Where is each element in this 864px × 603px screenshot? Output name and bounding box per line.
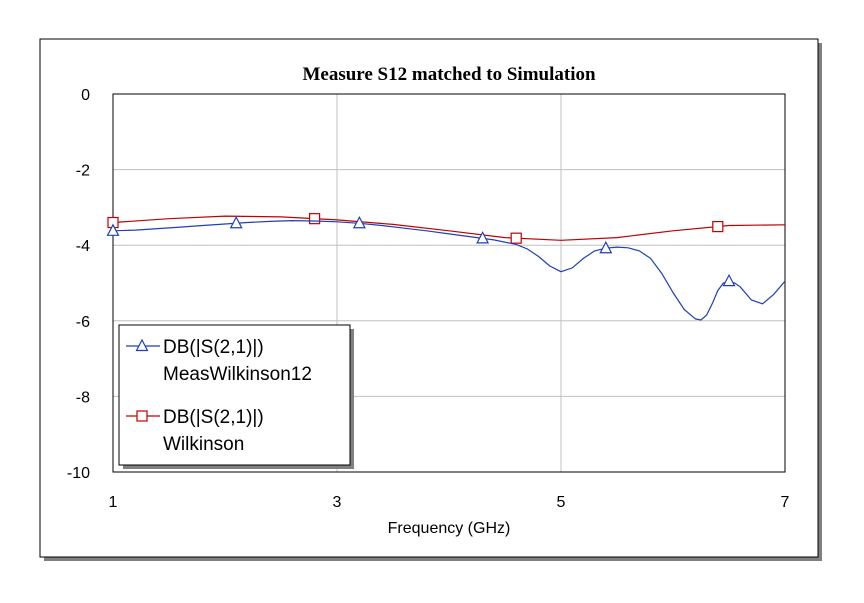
series-marker-meas bbox=[352, 215, 366, 229]
legend-box bbox=[118, 324, 351, 466]
y-axis-ticks: 0 -2 -4 -6 -8 -10 bbox=[67, 87, 90, 482]
legend-marker-meas bbox=[135, 338, 149, 352]
x-axis-ticks: 1 3 5 7 bbox=[109, 494, 790, 511]
y-tick-label: -10 bbox=[67, 465, 90, 482]
x-tick-label: 7 bbox=[781, 494, 790, 511]
legend-label-meas: DB(|S(2,1)|) bbox=[163, 337, 264, 358]
series-marker-meas bbox=[722, 273, 736, 287]
chart-title: Measure S12 matched to Simulation bbox=[302, 64, 596, 85]
series-line-sim bbox=[112, 215, 786, 241]
x-tick-label: 3 bbox=[333, 494, 342, 511]
x-axis-label: Frequency (GHz) bbox=[388, 520, 511, 537]
plot-area-border bbox=[112, 93, 786, 473]
series-marker-meas bbox=[476, 231, 490, 244]
y-tick-label: -8 bbox=[76, 389, 90, 406]
legend: DB(|S(2,1)|) MeasWilkinson12 DB(|S(2,1)|) W… bbox=[118, 324, 354, 469]
series-line-meas bbox=[112, 219, 786, 321]
legend-entries: DB(|S(2,1)|) MeasWilkinson12 DB(|S(2,1)|) W… bbox=[126, 337, 312, 455]
legend-marker-sim bbox=[136, 410, 148, 422]
series-marker-sim bbox=[309, 213, 321, 225]
series-marker-meas bbox=[229, 215, 243, 229]
legend-source-sim: Wilkinson bbox=[163, 434, 244, 455]
series-marker-sim bbox=[510, 232, 522, 244]
x-tick-label: 1 bbox=[109, 494, 118, 511]
y-tick-label: -6 bbox=[76, 314, 90, 331]
legend-source-meas: MeasWilkinson12 bbox=[163, 364, 312, 385]
outer-frame bbox=[39, 38, 819, 558]
legend-label-sim: DB(|S(2,1)|) bbox=[163, 407, 264, 428]
y-tick-label: -4 bbox=[76, 238, 90, 255]
series-layer bbox=[106, 213, 786, 321]
y-tick-label: -2 bbox=[76, 163, 90, 180]
plot-grid bbox=[113, 94, 785, 472]
series-marker-meas bbox=[599, 240, 613, 254]
series-marker-meas bbox=[106, 223, 120, 236]
series-marker-sim bbox=[712, 221, 724, 233]
x-tick-label: 5 bbox=[557, 494, 566, 511]
y-tick-label: 0 bbox=[81, 87, 90, 104]
